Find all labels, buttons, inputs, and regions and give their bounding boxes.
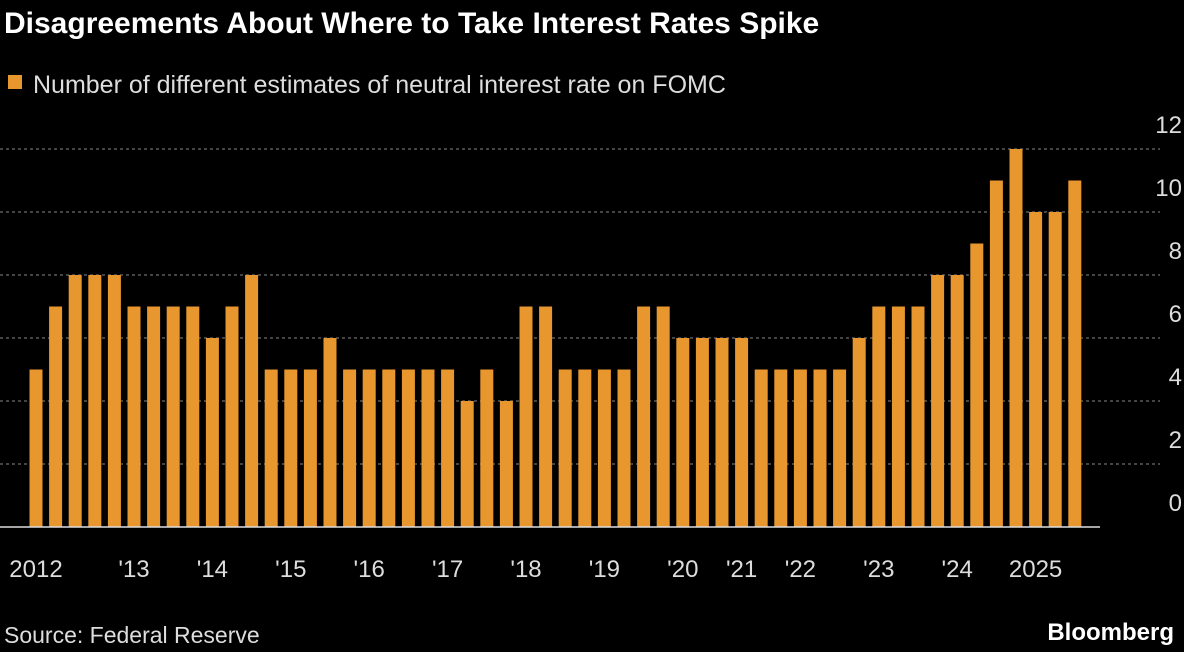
y-tick-label: 0 — [1169, 490, 1182, 517]
bar — [656, 306, 670, 527]
x-tick-label: '14 — [197, 556, 228, 583]
y-tick-label: 10 — [1155, 175, 1182, 202]
bar — [539, 306, 553, 527]
bar — [872, 306, 886, 527]
bar — [127, 306, 141, 527]
bar — [754, 369, 768, 527]
bar — [343, 369, 357, 527]
bar — [1048, 212, 1062, 527]
x-tick-label: '19 — [589, 556, 620, 583]
bar — [460, 401, 474, 527]
y-tick-label: 4 — [1169, 364, 1182, 391]
bar — [1068, 180, 1082, 527]
legend-label: Number of different estimates of neutral… — [33, 71, 726, 99]
bar — [617, 369, 631, 527]
x-tick-label: 2012 — [9, 556, 62, 583]
x-tick-label: '15 — [275, 556, 306, 583]
bar — [578, 369, 592, 527]
x-tick-label: '20 — [667, 556, 698, 583]
bar — [931, 275, 945, 527]
bar — [186, 306, 200, 527]
bar — [676, 338, 690, 527]
x-tick-label: '24 — [942, 556, 973, 583]
chart-title: Disagreements About Where to Take Intere… — [4, 7, 819, 40]
x-tick-label: '22 — [785, 556, 816, 583]
bar — [852, 338, 866, 527]
x-tick-label: '18 — [510, 556, 541, 583]
bar — [519, 306, 533, 527]
bar — [911, 306, 925, 527]
bar — [323, 338, 337, 527]
x-tick-label: '21 — [726, 556, 757, 583]
bar — [833, 369, 847, 527]
y-tick-label: 6 — [1169, 301, 1182, 328]
bar — [382, 369, 396, 527]
bar — [891, 306, 905, 527]
bar — [205, 338, 219, 527]
bar — [245, 275, 259, 527]
bar — [107, 275, 121, 527]
bar — [813, 369, 827, 527]
bar — [715, 338, 729, 527]
bar — [401, 369, 415, 527]
x-tick-label: '13 — [118, 556, 149, 583]
bar — [950, 275, 964, 527]
bar — [49, 306, 63, 527]
bar — [597, 369, 611, 527]
bar — [735, 338, 749, 527]
bar — [480, 369, 494, 527]
x-tick-label: '23 — [863, 556, 894, 583]
bar — [88, 275, 102, 527]
x-tick-label: '16 — [354, 556, 385, 583]
bar — [558, 369, 572, 527]
bar — [166, 306, 180, 527]
bar — [1009, 149, 1023, 527]
bar — [499, 401, 513, 527]
bar — [421, 369, 435, 527]
y-tick-label: 8 — [1169, 238, 1182, 265]
source: Source: Federal Reserve — [4, 622, 260, 648]
legend-swatch — [8, 75, 22, 89]
bar — [441, 369, 455, 527]
bar — [793, 369, 807, 527]
bar — [264, 369, 278, 527]
bar — [695, 338, 709, 527]
bar — [284, 369, 298, 527]
x-tick-label: 2025 — [1009, 556, 1062, 583]
bar — [1029, 212, 1043, 527]
bar — [225, 306, 239, 527]
bar — [68, 275, 82, 527]
y-tick-label: 12 — [1155, 112, 1182, 139]
bar — [989, 180, 1003, 527]
bar — [774, 369, 788, 527]
bar — [970, 243, 984, 527]
bar — [362, 369, 376, 527]
bar — [147, 306, 161, 527]
brand: Bloomberg — [1047, 619, 1174, 646]
bar — [637, 306, 651, 527]
x-tick-label: '17 — [432, 556, 463, 583]
bar — [29, 369, 43, 527]
y-tick-label: 2 — [1169, 427, 1182, 454]
bar — [303, 369, 317, 527]
